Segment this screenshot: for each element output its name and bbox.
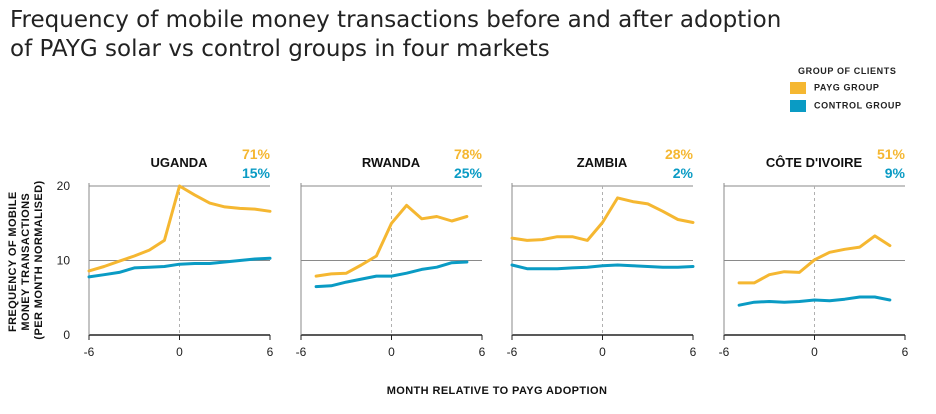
legend-label-control: CONTROL GROUP (814, 100, 902, 111)
panel-1-market-label: UGANDA (150, 155, 208, 170)
legend-label-payg: PAYG GROUP (814, 82, 880, 93)
panel-1-payg-series-line (87, 184, 272, 273)
legend-swatch-control (790, 100, 806, 112)
panel-3-payg-percent: 28% (665, 146, 694, 162)
panel-2-control-series-line (314, 260, 469, 289)
panel-4-x-tick-label: 6 (902, 345, 909, 359)
panel-1: -6 0 6 0 10 20 UGANDA 71% 15% (57, 146, 274, 359)
panel-1-payg-percent: 71% (242, 146, 271, 162)
panel-1-control-percent: 15% (242, 165, 271, 181)
panel-3-control-series-line (510, 263, 695, 271)
panel-2-x-tick-label: -6 (296, 345, 307, 359)
legend-swatch-payg (790, 82, 806, 94)
panel-2-market-label: RWANDA (362, 155, 421, 170)
y-axis-label: FREQUENCY OF MOBILE MONEY TRANSACTIONS (… (7, 180, 45, 339)
panel-4-control-percent: 9% (885, 165, 906, 181)
chart-title: Frequency of mobile money transactions b… (10, 7, 782, 62)
panel-3-market-label: ZAMBIA (577, 155, 628, 170)
y-tick-label: 10 (57, 254, 71, 268)
panel-4-control-series-line (737, 295, 892, 307)
y-axis-label-line-2: MONEY TRANSACTIONS (20, 193, 32, 331)
panel-4-x-tick-label: 0 (811, 345, 818, 359)
panel-2-x-tick-label: 6 (479, 345, 486, 359)
y-axis-label-line-1: FREQUENCY OF MOBILE (7, 191, 19, 332)
panel-4-payg-series-line (737, 234, 892, 285)
x-axis-label: MONTH RELATIVE TO PAYG ADOPTION (387, 385, 608, 397)
y-axis-label-line-3: (PER MONTH NORMALISED) (33, 180, 45, 339)
panel-3-control-percent: 2% (673, 165, 694, 181)
panel-3: -6 0 6 ZAMBIA 28% 2% (507, 146, 697, 359)
y-tick-label: 0 (63, 328, 70, 342)
panel-1-control-series-line (87, 256, 272, 279)
panel-2-x-tick-label: 0 (388, 345, 395, 359)
panel-3-payg-series-line (510, 196, 695, 242)
panel-3-x-tick-label: 0 (599, 345, 606, 359)
panel-2-payg-series-line (314, 203, 469, 278)
panel-2-payg-percent: 78% (454, 146, 483, 162)
legend-item-control: CONTROL GROUP (790, 100, 902, 112)
panel-1-x-tick-label: 0 (176, 345, 183, 359)
panel-3-x-tick-label: 6 (690, 345, 697, 359)
panel-4-market-label: CÔTE D'IVOIRE (766, 155, 863, 170)
panel-2: -6 0 6 RWANDA 78% 25% (296, 146, 486, 359)
panel-1-x-tick-label: -6 (84, 345, 95, 359)
legend-title: GROUP OF CLIENTS (798, 66, 897, 76)
panel-3-x-tick-label: -6 (507, 345, 518, 359)
panel-1-x-tick-label: 6 (267, 345, 274, 359)
panel-4: -6 0 6 CÔTE D'IVOIRE 51% 9% (719, 146, 909, 359)
legend-item-payg: PAYG GROUP (790, 82, 880, 94)
panel-2-control-percent: 25% (454, 165, 483, 181)
panel-4-x-tick-label: -6 (719, 345, 730, 359)
panel-4-payg-percent: 51% (877, 146, 906, 162)
y-tick-label: 20 (57, 179, 71, 193)
